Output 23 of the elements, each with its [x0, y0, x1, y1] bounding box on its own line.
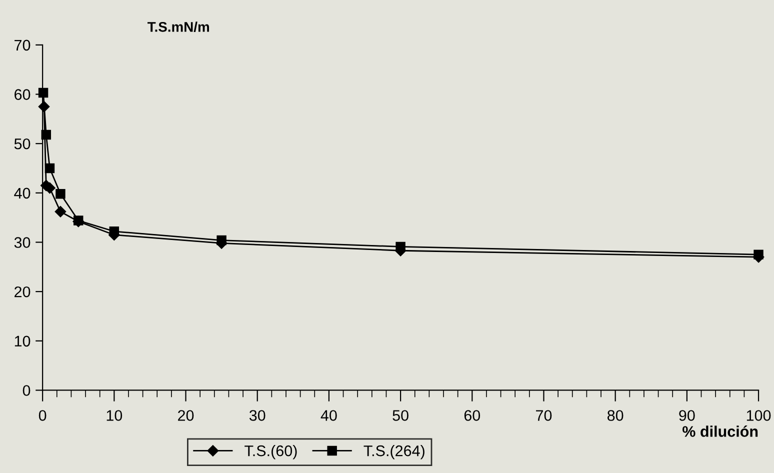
x-tick-label: 100	[746, 410, 771, 421]
y-tick-label: 30	[14, 237, 30, 248]
y-tick-label: 50	[14, 138, 30, 150]
y-tick-label: 20	[14, 286, 30, 298]
y-tick-label: 40	[14, 188, 30, 199]
x-tick-label: 30	[249, 410, 266, 421]
y-tick-label: 10	[14, 336, 30, 347]
legend-label: T.S.(264)	[364, 445, 424, 460]
x-tick-label: 70	[536, 410, 552, 421]
y-axis-title: T.S.mN/m	[148, 22, 209, 32]
y-tick-label: 0	[22, 385, 30, 396]
x-tick-label: 50	[392, 410, 408, 421]
x-tick-label: 90	[679, 410, 695, 421]
x-tick-label: 80	[608, 410, 624, 421]
legend-label: T.S.(60)	[244, 445, 297, 460]
x-axis-title: % dilución	[682, 426, 758, 437]
x-tick-label: 0	[38, 410, 46, 421]
x-tick-label: 20	[178, 410, 194, 421]
x-tick-label: 60	[464, 410, 480, 421]
x-tick-label: 40	[320, 410, 337, 421]
y-tick-label: 70	[14, 40, 30, 51]
y-tick-label: 60	[14, 89, 30, 100]
x-tick-label: 10	[106, 410, 122, 421]
